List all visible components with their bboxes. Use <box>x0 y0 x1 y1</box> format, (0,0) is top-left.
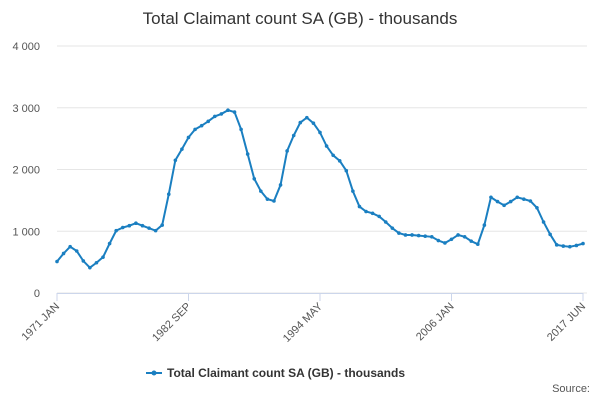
point <box>561 244 566 248</box>
point <box>390 226 395 230</box>
x-tick-label: 1971 JAN <box>19 301 62 344</box>
point <box>114 228 118 233</box>
legend-marker <box>151 370 157 376</box>
point <box>94 260 99 265</box>
point <box>357 204 362 209</box>
point <box>252 176 257 181</box>
point <box>508 199 513 204</box>
point <box>68 244 72 249</box>
point <box>476 242 480 247</box>
point <box>226 108 230 113</box>
point <box>199 123 204 128</box>
point <box>495 199 500 204</box>
point <box>305 115 309 120</box>
point <box>370 211 375 216</box>
point <box>397 231 401 235</box>
point <box>364 209 368 214</box>
point <box>55 259 59 264</box>
point <box>318 130 322 135</box>
point <box>134 221 138 226</box>
point <box>568 244 572 249</box>
point <box>469 239 474 243</box>
point <box>383 220 388 224</box>
point <box>515 195 520 200</box>
point <box>462 235 467 239</box>
point <box>278 183 283 187</box>
point <box>166 192 171 196</box>
point <box>311 121 316 125</box>
point <box>88 265 92 270</box>
point <box>429 235 434 239</box>
x-tick-label: 1982 SEP <box>150 301 194 345</box>
point <box>528 199 533 203</box>
point <box>193 127 197 132</box>
point <box>101 255 105 259</box>
point <box>180 147 184 151</box>
point <box>272 199 276 203</box>
x-tick-label: 1994 MAY <box>281 300 326 345</box>
point <box>337 159 342 163</box>
point <box>574 243 579 248</box>
point <box>147 226 151 230</box>
point <box>206 119 211 124</box>
point <box>403 233 408 237</box>
point <box>186 135 191 140</box>
y-tick-label: 3 000 <box>12 103 40 115</box>
point <box>81 259 86 263</box>
point <box>502 203 506 208</box>
point <box>423 234 428 238</box>
point <box>61 251 66 256</box>
point <box>456 233 460 237</box>
point <box>265 197 270 201</box>
point <box>291 133 296 138</box>
point <box>107 241 112 246</box>
point <box>285 149 289 153</box>
point <box>410 233 414 237</box>
point <box>173 158 178 163</box>
point <box>344 168 349 173</box>
point <box>443 241 447 245</box>
point <box>127 223 132 228</box>
point <box>581 241 585 246</box>
x-tick-label: 2017 JUN <box>545 301 588 344</box>
point <box>298 120 303 125</box>
point <box>140 223 145 228</box>
point <box>548 232 552 237</box>
point <box>219 112 224 116</box>
y-tick-label: 4 000 <box>12 41 40 53</box>
source-label: Source: <box>552 383 590 395</box>
x-tick-label: 2006 JAN <box>414 301 457 344</box>
point <box>245 152 250 156</box>
point <box>331 153 335 158</box>
point <box>541 220 546 224</box>
point <box>416 233 421 238</box>
point <box>324 144 329 148</box>
y-tick-label: 1 000 <box>12 226 40 238</box>
point <box>554 243 559 247</box>
point <box>259 189 263 193</box>
legend-label: Total Claimant count SA (GB) - thousands <box>167 366 405 380</box>
point <box>351 189 355 193</box>
y-tick-label: 2 000 <box>12 165 40 177</box>
point <box>522 197 526 201</box>
point <box>213 114 217 119</box>
point <box>482 223 487 227</box>
point <box>377 214 381 219</box>
chart-title: Total Claimant count SA (GB) - thousands <box>143 9 458 28</box>
point <box>535 205 539 210</box>
point <box>120 225 125 230</box>
point <box>489 195 493 200</box>
point <box>153 228 158 233</box>
point <box>232 110 237 114</box>
point <box>74 249 79 253</box>
y-tick-label: 0 <box>34 288 40 300</box>
point <box>449 237 454 242</box>
point <box>436 238 441 243</box>
point <box>160 223 164 227</box>
point <box>239 127 243 132</box>
